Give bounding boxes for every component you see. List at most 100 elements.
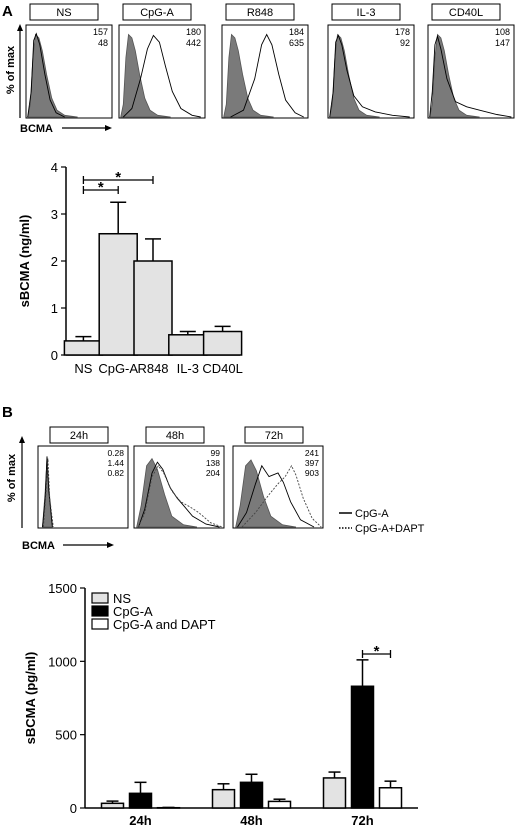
line-legend-cpga: CpG-A	[355, 508, 389, 520]
histogram-frame	[118, 24, 206, 119]
x-tick-label: 48h	[240, 813, 262, 826]
histogram-stat: 147	[495, 38, 510, 48]
histogram-stat: 180	[186, 27, 201, 37]
histogram-frame	[327, 24, 415, 119]
histogram-control-fill	[223, 33, 274, 118]
histogram-overlay-line	[27, 32, 65, 118]
histogram-title: NS	[56, 7, 71, 19]
y-tick-label: 0	[70, 801, 77, 816]
histogram-title-box	[331, 3, 401, 21]
histogram-control-fill	[136, 457, 198, 528]
y-tick-label: 0	[51, 348, 58, 363]
histogram-frame	[37, 445, 129, 529]
histogram-control-fill	[235, 459, 297, 528]
legend-swatch-ns	[91, 592, 109, 604]
error-bar-cpg-a-48h	[245, 773, 258, 783]
histogram-overlay-line	[230, 33, 304, 118]
histogram-frame	[221, 24, 309, 119]
bar-cd40l	[202, 330, 243, 356]
bar-ns	[63, 340, 104, 356]
histogram-frame	[133, 445, 225, 529]
y-axis-label: sBCMA (pg/ml)	[23, 652, 38, 745]
y-tick-label: 2	[51, 254, 58, 269]
histogram-stat: 442	[186, 38, 201, 48]
y-tick-label: 4	[51, 160, 58, 175]
histogram-title-box	[225, 3, 295, 21]
histogram-title-box	[244, 426, 304, 444]
histogram-stat: 1.44	[107, 458, 124, 468]
bar-il-3	[168, 334, 208, 356]
y-tick-label: 1000	[48, 654, 77, 669]
bar-ns-72h	[322, 777, 347, 809]
histogram-title: CD40L	[449, 7, 483, 19]
panel-b-y-axis-label: % of max	[6, 453, 18, 502]
legend-swatch-cpg-a-and-dapt	[91, 618, 109, 630]
histogram-cpga-line	[237, 464, 315, 528]
histogram-title-box	[49, 426, 109, 444]
significance-star: *	[374, 643, 380, 660]
histogram-stat: 157	[93, 27, 108, 37]
histogram-title-box	[122, 3, 192, 21]
error-bar-cpg-a-72h	[356, 659, 369, 687]
legend-label-cpg-a-and-dapt: CpG-A and DAPT	[113, 617, 216, 632]
legend-label-cpg-a: CpG-A	[113, 604, 153, 619]
histogram-control-fill	[329, 33, 380, 118]
y-tick-label: 1500	[48, 581, 77, 596]
histogram-stat: 0.82	[107, 468, 124, 478]
panel-b-x-axis-label: BCMA	[22, 540, 55, 552]
chart-sbcma-ng: 0 1 2 3 4 sBCMA (ng/ml) NS CpG-A R848 IL-3 CD40L * *	[17, 160, 243, 376]
histogram-stat: 138	[206, 458, 220, 468]
panel-a-x-axis-label: BCMA	[20, 123, 53, 135]
histogram-title: R848	[247, 7, 273, 19]
histogram-control-fill	[429, 33, 480, 118]
bar-ns-48h	[211, 788, 236, 809]
y-tick-label: 1	[51, 301, 58, 316]
panel-a-axes: % of max BCMA	[5, 24, 112, 135]
x-tick-label: CpG-A	[98, 361, 138, 376]
error-bar-ns-72h	[328, 771, 341, 778]
panel-b-axes: % of max BCMA	[6, 436, 114, 552]
bar-cpg-a-and-dapt-48h	[267, 800, 292, 809]
histogram-title: 72h	[265, 430, 283, 442]
histogram-cpga-dapt-line	[138, 464, 223, 528]
histogram-title: 24h	[70, 430, 88, 442]
histogram-frame	[427, 24, 515, 119]
histogram-overlay-line	[429, 34, 512, 118]
histogram-stat: 0.28	[107, 448, 124, 458]
panel-b-line-legend: CpG-A CpG-A+DAPT	[339, 508, 425, 535]
bar-r848	[133, 260, 173, 356]
histogram-frame	[25, 24, 113, 119]
histogram-stat: 99	[211, 448, 221, 458]
legend-swatch-cpg-a	[91, 605, 109, 617]
x-tick-label: R848	[137, 361, 168, 376]
histogram-title-box	[29, 3, 99, 21]
bar-cpg-a-48h	[239, 781, 264, 809]
bar-cpg-a-and-dapt-72h	[378, 787, 403, 809]
histogram-title: IL-3	[357, 7, 376, 19]
histogram-stat: 184	[289, 27, 304, 37]
histogram-stat: 92	[400, 38, 410, 48]
histogram-24h: 24h 0.281.440.82	[37, 426, 129, 529]
x-tick-label: 24h	[129, 813, 151, 826]
histogram-cpga-line	[138, 461, 220, 528]
histogram-stat: 903	[305, 468, 319, 478]
histogram-title: 48h	[166, 430, 184, 442]
histogram-stat: 635	[289, 38, 304, 48]
histogram-stat: 204	[206, 468, 220, 478]
line-legend-cpga-dapt: CpG-A+DAPT	[355, 523, 425, 535]
histogram-stat: 48	[98, 38, 108, 48]
histogram-title-box	[145, 426, 205, 444]
histogram-frame	[232, 445, 324, 529]
histogram-control-fill	[120, 33, 171, 118]
y-tick-label: 500	[55, 728, 77, 743]
panel-a-y-axis-label: % of max	[5, 45, 17, 94]
